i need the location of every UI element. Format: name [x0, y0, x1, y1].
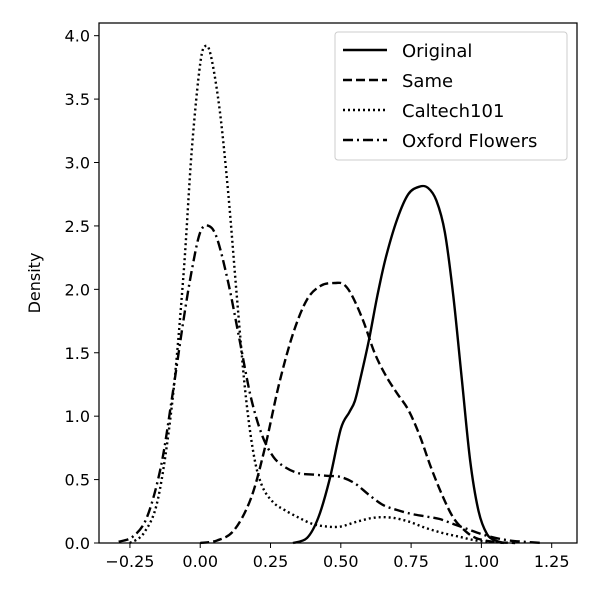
y-axis-label: Density — [25, 253, 44, 314]
legend-frame — [334, 31, 568, 161]
series-line-oxford-flowers — [118, 224, 544, 545]
legend-label: Caltech101 — [402, 101, 504, 122]
y-tick-label: 1.0 — [65, 407, 90, 426]
y-tick-label: 2.5 — [65, 217, 90, 236]
legend-label: Original — [402, 41, 472, 62]
plot-lines — [118, 44, 544, 545]
y-axis: 0.0 0.5 1.0 1.5 2.0 2.5 3.0 3.5 4.0 — [65, 27, 99, 553]
x-tick-label: 0.00 — [182, 552, 218, 571]
x-tick-label: 0.75 — [393, 552, 429, 571]
x-tick-label: 0.50 — [323, 552, 359, 571]
y-tick-label: 4.0 — [65, 27, 90, 46]
y-tick-label: 1.5 — [65, 344, 90, 363]
series-line-original — [292, 184, 505, 545]
y-tick-label: 3.0 — [65, 154, 90, 173]
series-line-same — [200, 281, 516, 545]
legend: Original Same Caltech101 Oxford Flowers — [334, 31, 568, 161]
x-tick-label: 1.00 — [464, 552, 500, 571]
y-tick-label: 2.0 — [65, 280, 90, 299]
plot-frame — [98, 22, 578, 544]
legend-items: Original Same Caltech101 Oxford Flowers — [343, 41, 537, 152]
legend-label: Oxford Flowers — [402, 131, 537, 152]
x-tick-label: −0.25 — [105, 552, 154, 571]
legend-label: Same — [402, 71, 453, 92]
y-tick-label: 3.5 — [65, 90, 90, 109]
y-tick-label: 0.0 — [65, 534, 90, 553]
x-tick-label: 1.25 — [534, 552, 570, 571]
x-axis: −0.25 0.00 0.25 0.50 0.75 1.00 1.25 — [105, 543, 570, 571]
y-tick-label: 0.5 — [65, 471, 90, 490]
x-tick-label: 0.25 — [253, 552, 289, 571]
